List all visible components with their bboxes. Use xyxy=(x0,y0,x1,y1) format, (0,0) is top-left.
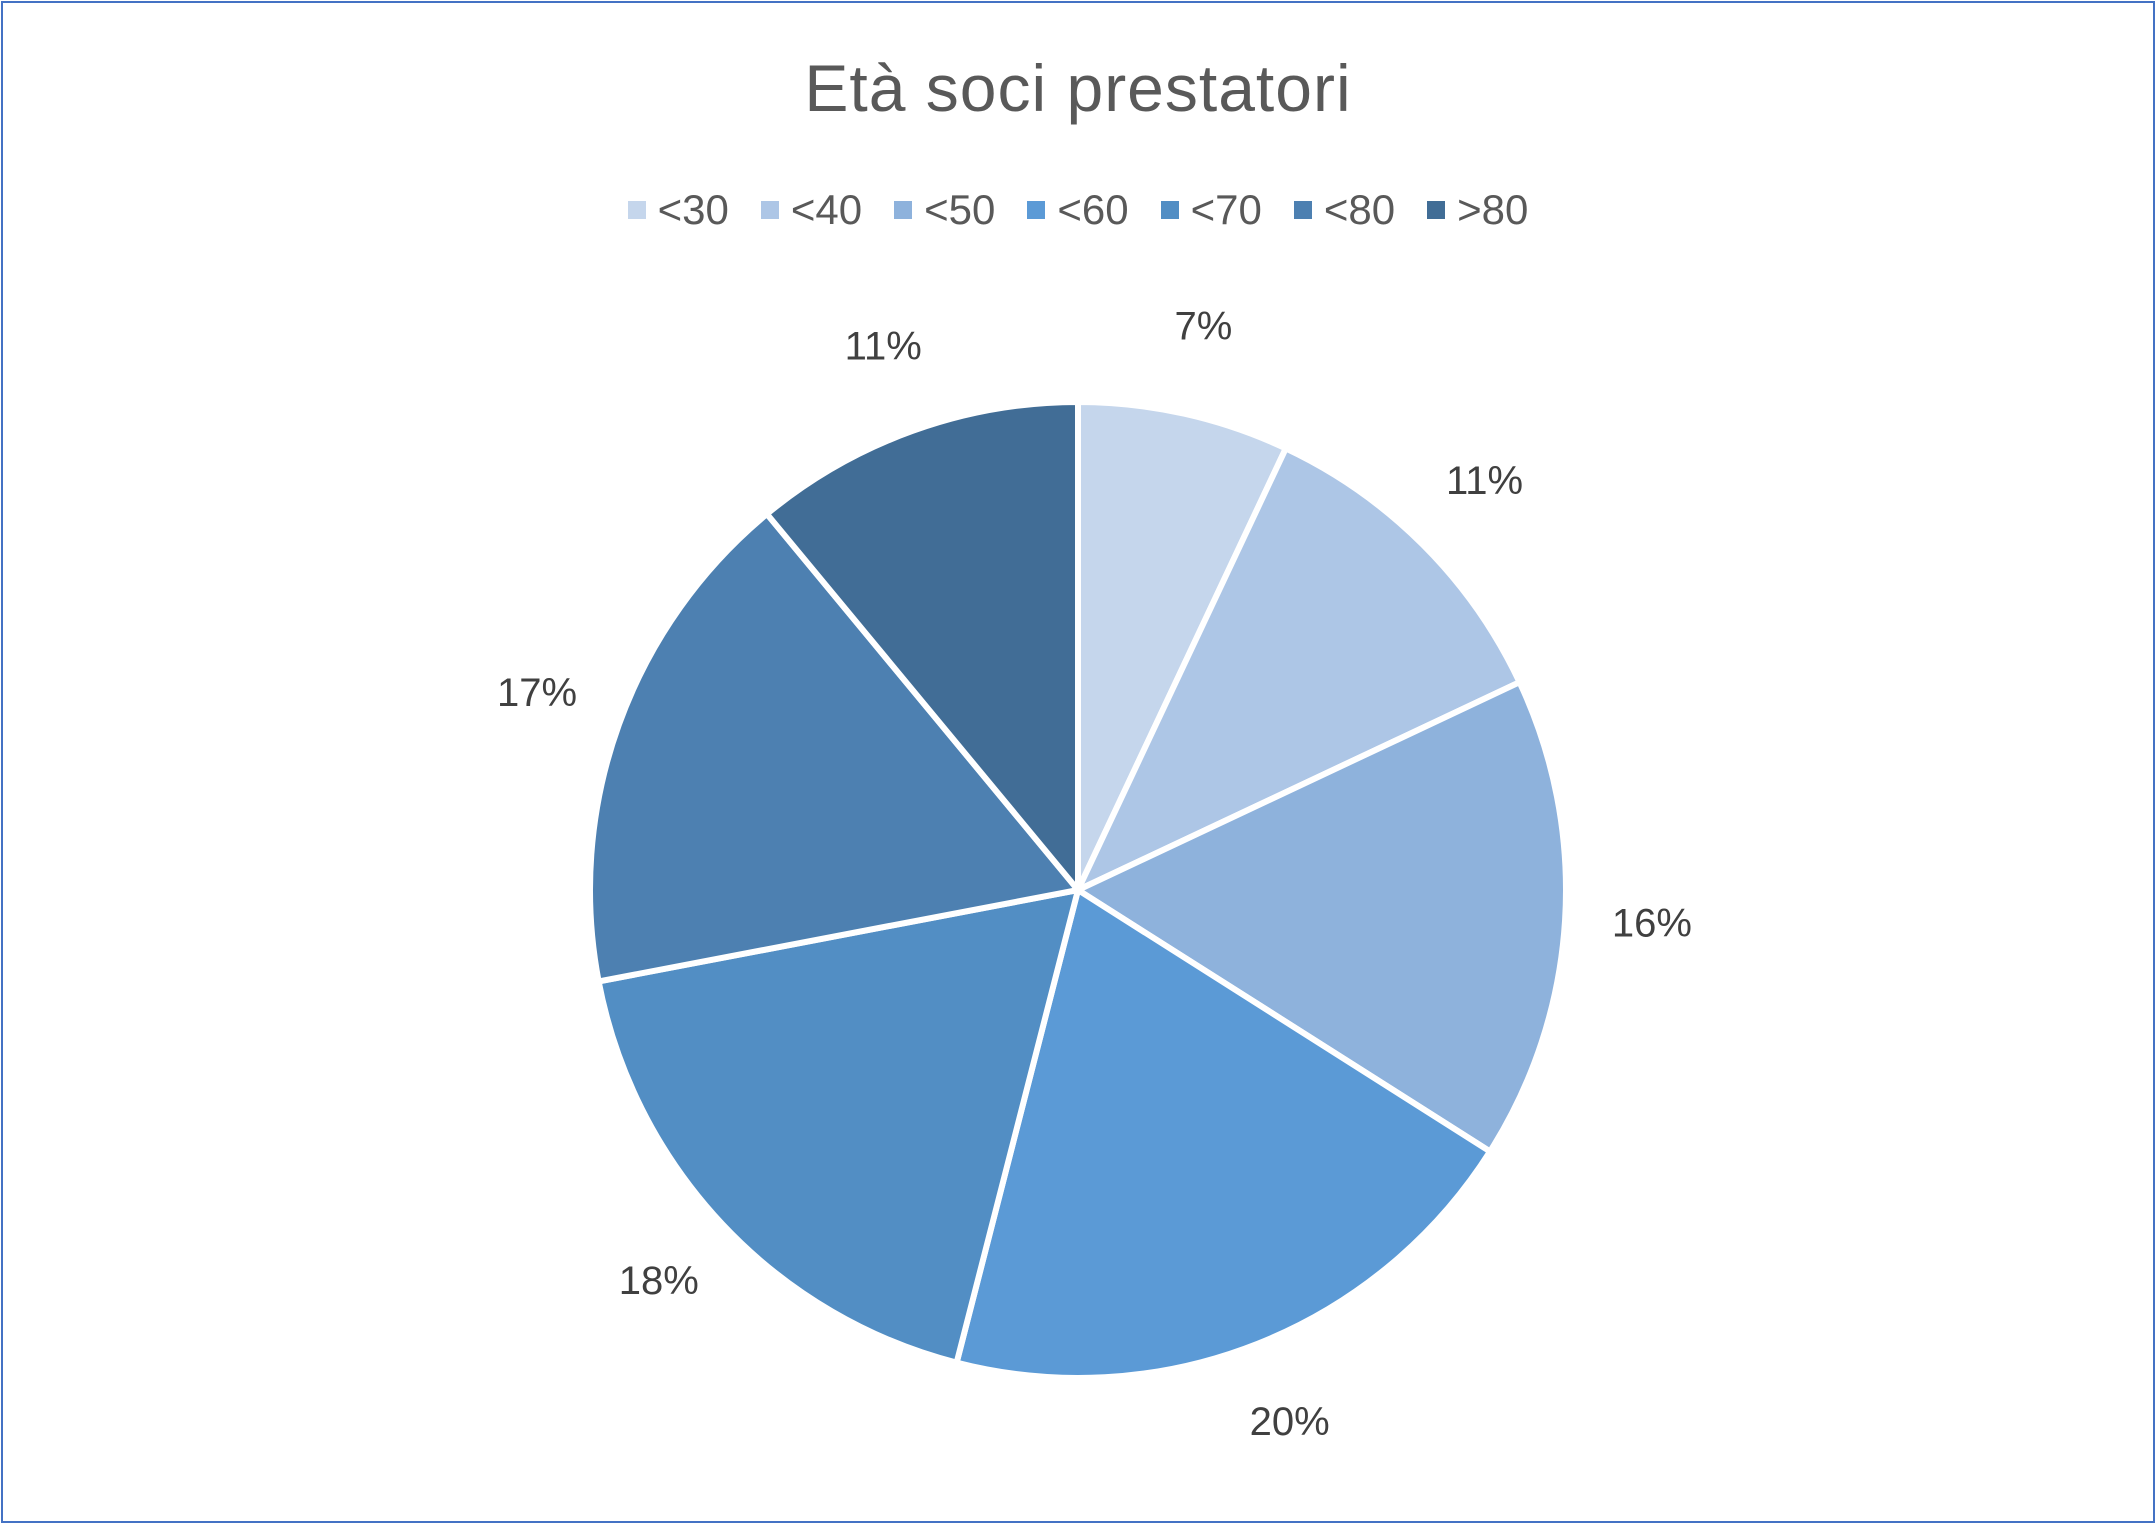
legend-swatch xyxy=(894,201,913,219)
pie-slice xyxy=(1075,399,1289,893)
data-label: 11% xyxy=(1446,459,1523,503)
pie-slice xyxy=(953,887,1494,1381)
chart-title: Età soci prestatori xyxy=(804,51,1352,125)
pie-slice xyxy=(595,887,1081,1366)
legend-swatch xyxy=(1027,201,1046,219)
data-label: 7% xyxy=(1175,304,1233,348)
data-label: 20% xyxy=(1250,1400,1330,1444)
legend-label: <40 xyxy=(790,186,863,233)
legend-swatch xyxy=(627,201,646,219)
pie-slice xyxy=(1075,679,1569,1155)
pie-slice xyxy=(587,510,1081,985)
pie-slice xyxy=(1075,445,1523,893)
legend-item: <30 xyxy=(627,186,729,234)
legend-label: <60 xyxy=(1057,186,1129,233)
data-label: 16% xyxy=(1612,902,1692,946)
legend-item: <70 xyxy=(1160,186,1262,234)
data-label: 17% xyxy=(497,671,577,715)
data-label: 11% xyxy=(845,325,922,369)
legend-label: <70 xyxy=(1190,186,1262,233)
legend-label: <80 xyxy=(1323,186,1396,233)
legend-item: <60 xyxy=(1027,186,1129,234)
legend-item: <80 xyxy=(1293,186,1396,234)
pie-slice xyxy=(763,399,1081,893)
data-label: 18% xyxy=(619,1259,699,1303)
legend-swatch xyxy=(760,201,779,219)
legend-item: <50 xyxy=(894,186,995,234)
legend-swatch xyxy=(1427,201,1446,219)
legend-item: <40 xyxy=(760,186,863,234)
legend-label: >80 xyxy=(1457,186,1529,233)
legend-swatch xyxy=(1293,201,1312,219)
legend-label: <30 xyxy=(657,186,729,233)
legend-swatch xyxy=(1160,201,1179,219)
legend-item: >80 xyxy=(1427,186,1528,234)
legend-label: <50 xyxy=(924,186,996,233)
chart-legend: <30 <40 <50 <60 <70 <80 >80 xyxy=(0,186,2156,234)
